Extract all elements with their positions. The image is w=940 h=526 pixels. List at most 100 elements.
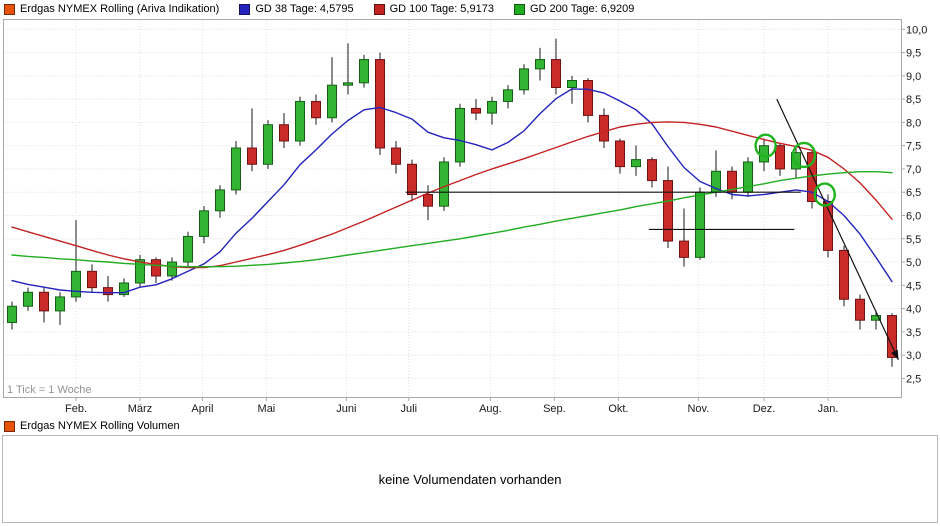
y-axis-label: 7,0 <box>906 164 921 176</box>
candle <box>791 152 801 170</box>
y-axis-label: 8,5 <box>906 94 921 106</box>
candle <box>503 89 513 102</box>
candle <box>647 159 657 182</box>
month-label: Jan. <box>818 403 839 415</box>
candle <box>167 261 177 277</box>
gd200-label: GD 200 Tage: 6,9209 <box>529 3 635 15</box>
candle <box>407 163 417 196</box>
candle <box>55 296 65 312</box>
price-chart: 10,0 9,5 9,0 8,5 8,0 7,5 7,0 6,5 6,0 5,5 5,0 4,5 4,0… <box>3 19 927 415</box>
candle <box>183 235 193 263</box>
candle <box>39 291 49 312</box>
candle <box>471 107 481 114</box>
month-label: Nov. <box>687 403 709 415</box>
gd100-label: GD 100 Tage: 5,9173 <box>389 3 494 15</box>
candle <box>519 68 529 91</box>
candle <box>71 270 81 298</box>
y-axis-label: 6,5 <box>906 187 921 199</box>
candle <box>295 100 305 142</box>
candle <box>87 270 97 289</box>
chart-legend: Erdgas NYMEX Rolling (Ariva Indikation) … <box>4 3 634 15</box>
trend-arrow-icon <box>891 349 899 360</box>
candle <box>247 147 257 165</box>
candle <box>455 107 465 163</box>
candle <box>135 259 145 284</box>
gd200-swatch-icon <box>513 3 525 15</box>
legend-item-gd100: GD 100 Tage: 5,9173 <box>373 3 494 15</box>
candle <box>615 140 625 168</box>
highlight-ellipse <box>791 141 817 169</box>
candle <box>215 189 225 212</box>
candle <box>599 114 609 142</box>
y-axis-label: 7,5 <box>906 141 921 153</box>
ma-line-gd200 <box>11 170 893 268</box>
candle <box>279 124 289 142</box>
gd100-swatch-icon <box>373 3 385 15</box>
candle <box>551 59 561 88</box>
candle <box>7 305 17 324</box>
candle <box>343 82 353 86</box>
month-label: Feb. <box>65 403 87 415</box>
y-axis-label: 3,0 <box>906 350 921 362</box>
month-label: März <box>128 403 152 415</box>
candle <box>119 282 129 296</box>
candle <box>855 298 865 321</box>
candle <box>103 287 113 296</box>
y-axis-label: 3,5 <box>906 327 921 339</box>
instrument-swatch-icon <box>4 3 15 15</box>
y-axis-label: 9,5 <box>906 48 921 60</box>
candle <box>487 100 497 114</box>
candle <box>311 100 321 119</box>
highlight-ellipse <box>813 182 836 207</box>
y-axis-label: 10,0 <box>906 24 927 36</box>
candle <box>199 210 209 237</box>
y-axis-label: 2,5 <box>906 373 921 385</box>
candle <box>839 249 849 300</box>
legend-item-gd200: GD 200 Tage: 6,9209 <box>513 3 635 15</box>
candle <box>151 259 161 277</box>
candle <box>567 80 577 88</box>
volume-empty-message: keine Volumendaten vorhanden <box>378 471 562 487</box>
highlight-ellipse <box>754 133 777 158</box>
month-label: Dez. <box>753 403 776 415</box>
candle <box>391 147 401 165</box>
ma-line-gd38 <box>11 88 893 294</box>
month-label: Okt. <box>608 403 628 415</box>
month-label: Aug. <box>479 403 502 415</box>
candle <box>263 124 273 165</box>
y-axis-label: 8,0 <box>906 117 921 129</box>
volume-panel: keine Volumendaten vorhanden <box>2 435 938 523</box>
plot-frame <box>3 19 902 398</box>
candle <box>679 240 689 258</box>
candle <box>375 59 385 149</box>
candle <box>23 291 33 307</box>
legend-item-instrument: Erdgas NYMEX Rolling (Ariva Indikation) <box>4 3 219 15</box>
y-axis-label: 9,0 <box>906 71 921 83</box>
trend-line <box>776 98 899 361</box>
month-label: Sep. <box>543 403 566 415</box>
month-label: Juni <box>336 403 356 415</box>
candle <box>423 194 433 207</box>
candle <box>695 191 705 258</box>
gd38-label: GD 38 Tage: 4,5795 <box>255 3 354 15</box>
y-axis-label: 4,0 <box>906 304 921 316</box>
volume-legend-label: Erdgas NYMEX Rolling Volumen <box>20 420 180 432</box>
candle <box>439 161 449 207</box>
candle <box>759 145 769 163</box>
month-label: April <box>191 403 213 415</box>
candle <box>535 59 545 70</box>
y-axis-label: 5,5 <box>906 234 921 246</box>
candle <box>359 59 369 84</box>
candle <box>583 80 593 116</box>
tick-note: 1 Tick = 1 Woche <box>7 384 91 396</box>
legend-item-gd38: GD 38 Tage: 4,5795 <box>239 3 354 15</box>
candle <box>327 84 337 119</box>
candle <box>663 180 673 242</box>
y-axis-label: 5,0 <box>906 257 921 269</box>
instrument-label: Erdgas NYMEX Rolling (Ariva Indikation) <box>20 3 220 15</box>
volume-legend: Erdgas NYMEX Rolling Volumen <box>4 420 180 432</box>
candle <box>231 147 241 191</box>
y-axis-label: 4,5 <box>906 280 921 292</box>
month-label: Mai <box>258 403 276 415</box>
